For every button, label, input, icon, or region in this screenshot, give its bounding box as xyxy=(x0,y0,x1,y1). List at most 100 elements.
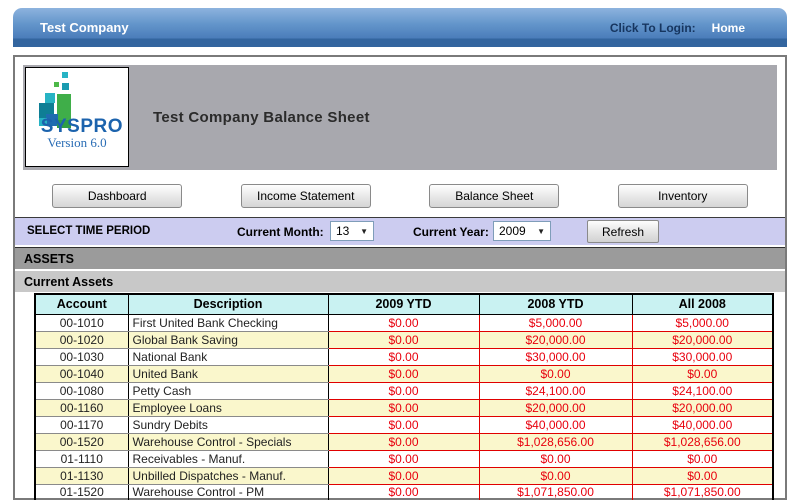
description-cell: Employee Loans xyxy=(127,398,329,417)
amount-2009-ytd-cell: $0.00 xyxy=(327,330,480,349)
year-select[interactable]: 2009 ▼ xyxy=(493,221,551,241)
refresh-button[interactable]: Refresh xyxy=(587,220,659,243)
company-name: Test Company xyxy=(40,20,129,35)
amount-2008-ytd-cell: $24,100.00 xyxy=(478,381,633,400)
balance-sheet-button[interactable]: Balance Sheet xyxy=(429,184,560,208)
amount-all-2008-cell: $30,000.00 xyxy=(631,347,774,366)
description-cell: First United Bank Checking xyxy=(127,313,329,332)
amount-2009-ytd-cell: $0.00 xyxy=(327,466,480,485)
table-row: 01-1520 Warehouse Control - PM $0.00 $1,071… xyxy=(34,483,774,500)
amount-2008-ytd-cell: $1,028,656.00 xyxy=(478,432,633,451)
table-row: 00-1080 Petty Cash $0.00 $24,100.00 $24,100.… xyxy=(34,381,774,400)
amount-2009-ytd-cell: $0.00 xyxy=(327,449,480,468)
account-cell: 00-1170 xyxy=(34,415,129,434)
dashboard-button[interactable]: Dashboard xyxy=(52,184,183,208)
table-row: 00-1520 Warehouse Control - Specials $0.00… xyxy=(34,432,774,451)
inventory-button[interactable]: Inventory xyxy=(617,184,748,208)
amount-all-2008-cell: $0.00 xyxy=(631,466,774,485)
amount-all-2008-cell: $0.00 xyxy=(631,449,774,468)
syspro-logo-icon xyxy=(39,72,71,128)
amount-2009-ytd-cell: $0.00 xyxy=(327,313,480,332)
chevron-down-icon: ▼ xyxy=(537,226,545,236)
amount-all-2008-cell: $24,100.00 xyxy=(631,381,774,400)
account-cell: 00-1040 xyxy=(34,364,129,383)
brand-band: SYSPRO Version 6.0 Test Company Balance … xyxy=(23,65,777,170)
amount-2008-ytd-cell: $40,000.00 xyxy=(478,415,633,434)
table-row: 01-1130 Unbilled Dispatches - Manuf. $0.00… xyxy=(34,466,774,485)
table-row: 00-1020 Global Bank Saving $0.00 $20,000.00… xyxy=(34,330,774,349)
description-cell: Receivables - Manuf. xyxy=(127,449,329,468)
column-header-description: Description xyxy=(127,293,329,315)
amount-all-2008-cell: $1,071,850.00 xyxy=(631,483,774,500)
account-cell: 00-1010 xyxy=(34,313,129,332)
description-cell: Petty Cash xyxy=(127,381,329,400)
month-select[interactable]: 13 ▼ xyxy=(330,221,374,241)
account-cell: 01-1110 xyxy=(34,449,129,468)
amount-2008-ytd-cell: $0.00 xyxy=(478,466,633,485)
amount-2008-ytd-cell: $20,000.00 xyxy=(478,398,633,417)
amount-2008-ytd-cell: $0.00 xyxy=(478,449,633,468)
nav-col-inventory: Inventory xyxy=(589,181,778,211)
amount-2008-ytd-cell: $20,000.00 xyxy=(478,330,633,349)
amount-2008-ytd-cell: $30,000.00 xyxy=(478,347,633,366)
amount-all-2008-cell: $40,000.00 xyxy=(631,415,774,434)
balance-table-body: 00-1010 First United Bank Checking $0.00 $5… xyxy=(34,313,774,500)
amount-all-2008-cell: $20,000.00 xyxy=(631,330,774,349)
description-cell: Warehouse Control - Specials xyxy=(127,432,329,451)
amount-2008-ytd-cell: $0.00 xyxy=(478,364,633,383)
table-row: 01-1110 Receivables - Manuf. $0.00 $0.00 $0.… xyxy=(34,449,774,468)
account-cell: 01-1130 xyxy=(34,466,129,485)
income-statement-button[interactable]: Income Statement xyxy=(240,184,371,208)
amount-2009-ytd-cell: $0.00 xyxy=(327,415,480,434)
description-cell: United Bank xyxy=(127,364,329,383)
home-link[interactable]: Home xyxy=(711,20,745,35)
amount-all-2008-cell: $20,000.00 xyxy=(631,398,774,417)
topbar-right-group: Click To Login: Home xyxy=(610,21,745,35)
description-cell: Warehouse Control - PM xyxy=(127,483,329,500)
nav-col-income-statement: Income Statement xyxy=(212,181,401,211)
time-period-band: SELECT TIME PERIOD Current Month: 13 ▼ C… xyxy=(15,217,785,245)
amount-all-2008-cell: $5,000.00 xyxy=(631,313,774,332)
syspro-version-text: Version 6.0 xyxy=(47,135,107,150)
amount-2009-ytd-cell: $0.00 xyxy=(327,483,480,500)
column-header-account: Account xyxy=(34,293,129,315)
amount-2009-ytd-cell: $0.00 xyxy=(327,432,480,451)
top-bar: Test Company Click To Login: Home xyxy=(13,8,787,47)
chevron-down-icon: ▼ xyxy=(360,226,368,236)
current-year-label: Current Year: xyxy=(413,225,489,239)
amount-2009-ytd-cell: $0.00 xyxy=(327,381,480,400)
amount-2008-ytd-cell: $5,000.00 xyxy=(478,313,633,332)
amount-all-2008-cell: $0.00 xyxy=(631,364,774,383)
account-cell: 01-1520 xyxy=(34,483,129,500)
account-cell: 00-1030 xyxy=(34,347,129,366)
balance-table: Account Description 2009 YTD 2008 YTD Al… xyxy=(34,293,774,500)
account-cell: 00-1160 xyxy=(34,398,129,417)
account-cell: 00-1020 xyxy=(34,330,129,349)
column-header-all-2008: All 2008 xyxy=(631,293,774,315)
column-header-2009-ytd: 2009 YTD xyxy=(327,293,480,315)
current-assets-section-header: Current Assets xyxy=(15,271,785,292)
account-cell: 00-1080 xyxy=(34,381,129,400)
amount-all-2008-cell: $1,028,656.00 xyxy=(631,432,774,451)
content-panel: SYSPRO Version 6.0 Test Company Balance … xyxy=(13,55,787,500)
year-select-value: 2009 xyxy=(499,224,526,238)
amount-2009-ytd-cell: $0.00 xyxy=(327,364,480,383)
column-header-2008-ytd: 2008 YTD xyxy=(478,293,633,315)
current-month-label: Current Month: xyxy=(237,225,324,239)
assets-section-header: ASSETS xyxy=(15,247,785,269)
table-row: 00-1160 Employee Loans $0.00 $20,000.00 $20,… xyxy=(34,398,774,417)
table-row: 00-1030 National Bank $0.00 $30,000.00 $30,0… xyxy=(34,347,774,366)
description-cell: Global Bank Saving xyxy=(127,330,329,349)
page-title: Test Company Balance Sheet xyxy=(153,109,370,126)
amount-2009-ytd-cell: $0.00 xyxy=(327,347,480,366)
nav-col-dashboard: Dashboard xyxy=(23,181,212,211)
table-row: 00-1040 United Bank $0.00 $0.00 $0.00 xyxy=(34,364,774,383)
table-row: 00-1010 First United Bank Checking $0.00 $5… xyxy=(34,313,774,332)
description-cell: Unbilled Dispatches - Manuf. xyxy=(127,466,329,485)
description-cell: National Bank xyxy=(127,347,329,366)
nav-button-row: Dashboard Income Statement Balance Sheet… xyxy=(23,181,777,211)
syspro-brand-text: SYSPRO xyxy=(40,116,123,137)
select-time-period-label: SELECT TIME PERIOD xyxy=(27,225,151,237)
account-cell: 00-1520 xyxy=(34,432,129,451)
balance-table-wrap: Account Description 2009 YTD 2008 YTD Al… xyxy=(34,293,774,500)
